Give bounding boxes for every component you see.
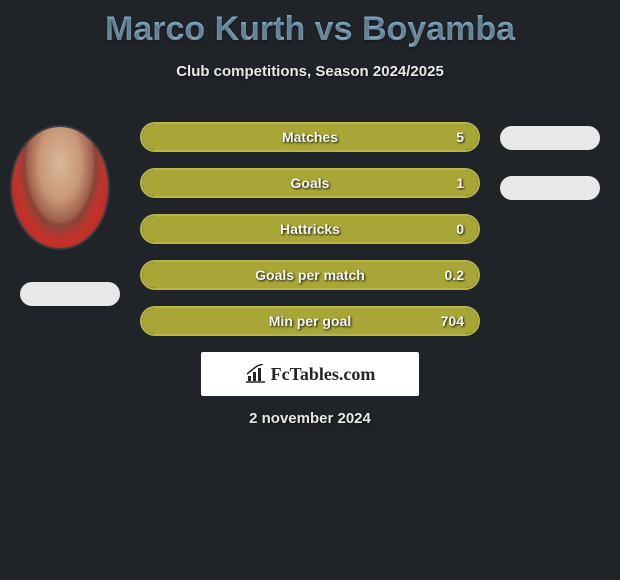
stat-bar-value: 0 xyxy=(456,221,464,237)
player1-badge xyxy=(20,282,120,306)
stat-bar: Goals per match0.2 xyxy=(140,260,480,290)
stat-bar-label: Goals per match xyxy=(142,267,478,283)
watermark-text: FcTables.com xyxy=(271,364,376,385)
stat-bar: Min per goal704 xyxy=(140,306,480,336)
stat-bar-value: 0.2 xyxy=(445,267,464,283)
stat-bar: Matches5 xyxy=(140,122,480,152)
player2-badge-2 xyxy=(500,176,600,200)
subtitle: Club competitions, Season 2024/2025 xyxy=(0,63,620,80)
stat-bar-label: Goals xyxy=(142,175,478,191)
stat-bar-value: 5 xyxy=(456,129,464,145)
stat-bar-value: 704 xyxy=(441,313,464,329)
chart-icon xyxy=(245,364,267,384)
watermark: FcTables.com xyxy=(201,352,419,396)
page-title: Marco Kurth vs Boyamba xyxy=(0,0,620,49)
stat-bar-value: 1 xyxy=(456,175,464,191)
player1-avatar xyxy=(10,125,110,250)
player2-badge-1 xyxy=(500,126,600,150)
stat-bar: Goals1 xyxy=(140,168,480,198)
stat-bar: Hattricks0 xyxy=(140,214,480,244)
stat-bar-label: Hattricks xyxy=(142,221,478,237)
stats-bars: Matches5Goals1Hattricks0Goals per match0… xyxy=(140,122,480,352)
stat-bar-label: Matches xyxy=(142,129,478,145)
footer-date: 2 november 2024 xyxy=(0,410,620,427)
stat-bar-label: Min per goal xyxy=(142,313,478,329)
